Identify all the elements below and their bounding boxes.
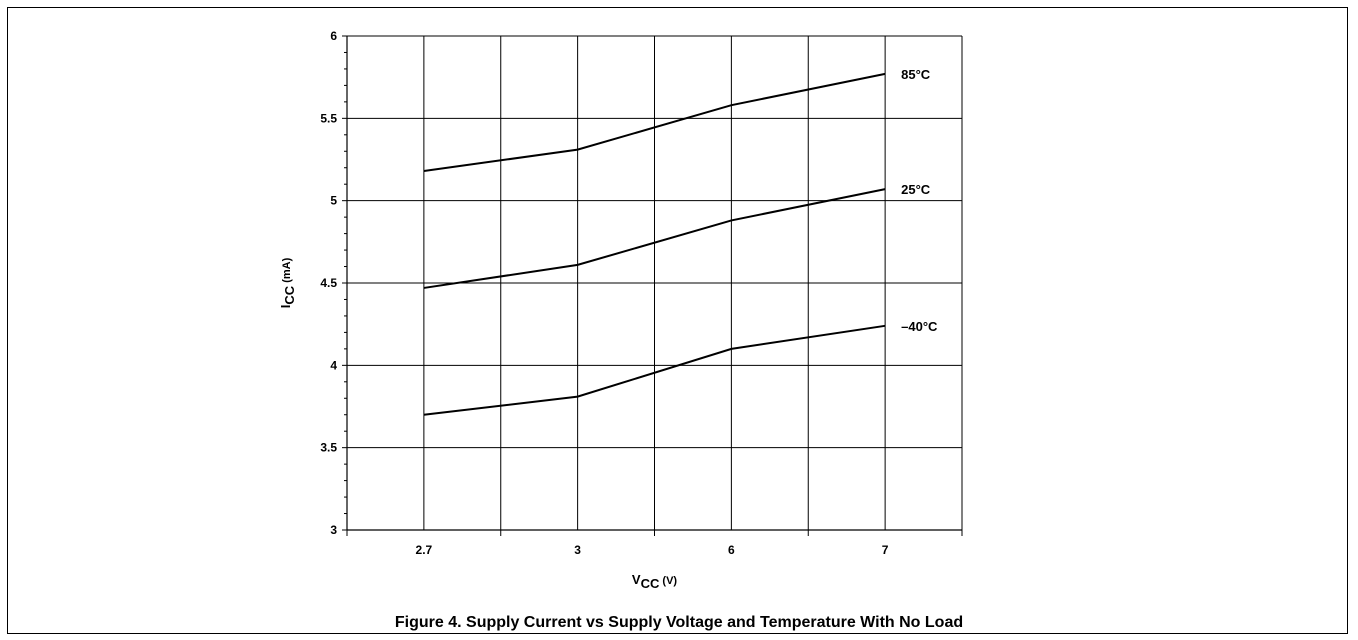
x-tick-label: 2.7 <box>416 543 433 557</box>
series-line <box>423 188 886 289</box>
y-tick-label: 3 <box>330 523 337 537</box>
y-tick-label: 4 <box>330 358 337 372</box>
x-tick-label: 6 <box>728 543 735 557</box>
y-tick-label: 5 <box>330 194 337 208</box>
x-tick-label: 7 <box>882 543 889 557</box>
chart-grid <box>347 35 962 531</box>
series-label: 85°C <box>901 67 931 82</box>
figure-frame <box>7 7 1348 634</box>
series-label: –40°C <box>901 319 938 334</box>
y-tick-label: 6 <box>330 29 337 43</box>
y-tick-label: 4.5 <box>320 276 337 290</box>
y-tick-label: 5.5 <box>320 111 337 125</box>
x-tick-label: 3 <box>574 543 581 557</box>
figure-caption: Figure 4. Supply Current vs Supply Volta… <box>394 614 964 631</box>
x-axis-title: VCC (V) <box>632 572 678 591</box>
chart-series: 85°C 25°C –40°C <box>423 67 938 416</box>
y-axis-title: ICC (mA) <box>278 257 297 308</box>
series-line <box>423 324 886 416</box>
y-tick-label: 3.5 <box>320 441 337 455</box>
series-line <box>423 72 886 173</box>
chart-ticks: 3 3.5 4 4.5 5 5.5 6 2.7 3 6 7 <box>320 29 963 557</box>
series-label: 25°C <box>901 182 931 197</box>
